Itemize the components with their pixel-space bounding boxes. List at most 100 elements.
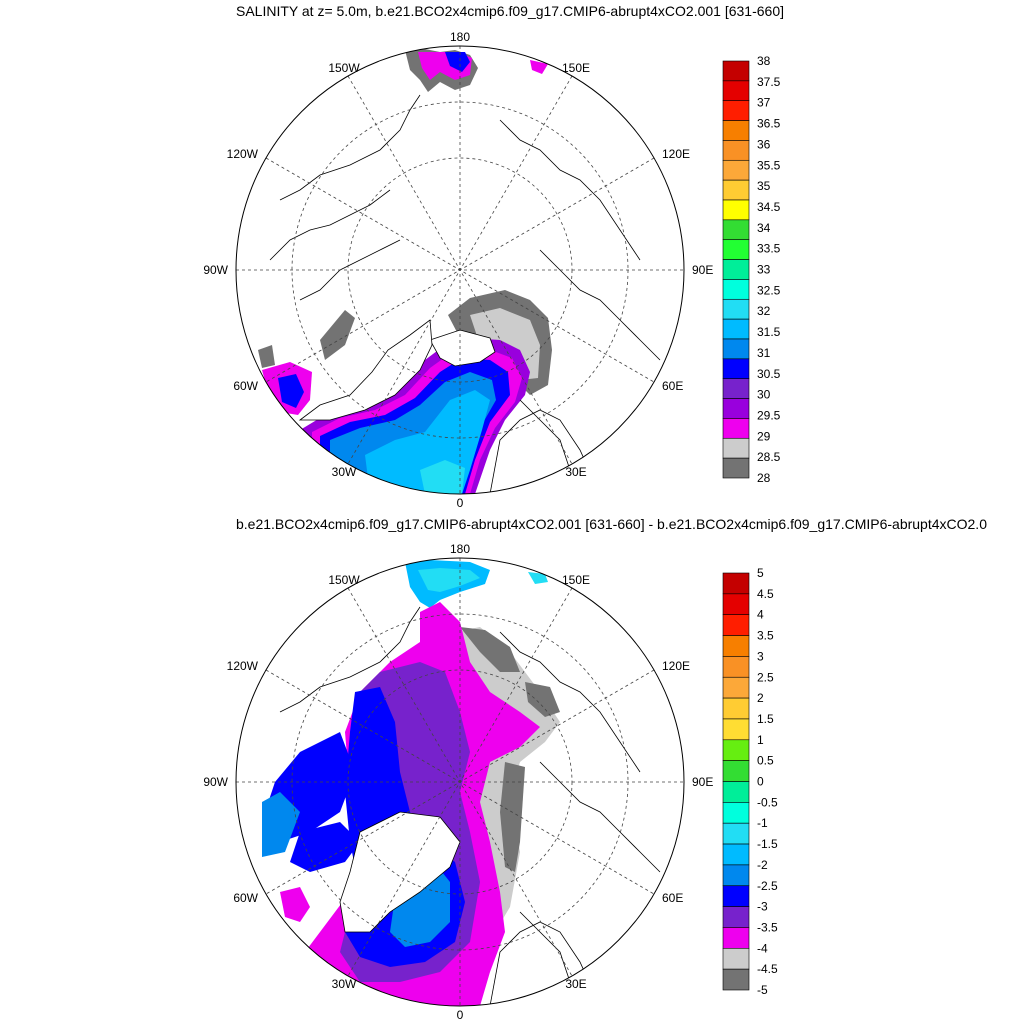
salinity-diff-map-bottom: 180 150E 120E 90E 60E 30E 0 30W 60W 90W …: [203, 542, 778, 1022]
colorbar-label: 37.5: [757, 75, 781, 89]
lon-label: 180: [450, 542, 470, 556]
colorbar-label: 31.5: [757, 325, 781, 339]
colorbar-label: 1.5: [757, 712, 774, 726]
map-fields-bottom: [262, 560, 601, 1006]
colorbar-swatch: [722, 822, 750, 845]
colorbar-label: 36: [757, 137, 771, 151]
colorbar-swatch: [722, 802, 750, 824]
lon-labels-top: 180 150E 120E 90E 60E 30E 0 30W 60W 90W …: [203, 30, 713, 510]
colorbar-swatch: [722, 199, 750, 221]
lon-label: 120E: [662, 659, 690, 673]
colorbar-swatch: [722, 843, 750, 866]
colorbar-label: 4.5: [757, 587, 774, 601]
colorbar-label: 3: [757, 649, 764, 663]
colorbar-label: 28.5: [757, 450, 781, 464]
colorbar-label: 32: [757, 304, 771, 318]
colorbar-swatch: [722, 60, 750, 82]
salinity-map-top: 180 150E 120E 90E 60E 30E 0 30W 60W 90W …: [203, 30, 781, 510]
lon-label: 30E: [565, 465, 586, 479]
colorbar-swatch: [722, 418, 750, 439]
colorbar-label: -1: [757, 816, 768, 830]
colorbar-label: 37: [757, 96, 771, 110]
colorbar-swatch: [722, 718, 750, 741]
colorbar-swatch: [722, 864, 750, 887]
colorbar-swatch: [722, 614, 750, 636]
colorbar-label: -3.5: [757, 920, 778, 934]
colorbar-swatch: [722, 635, 750, 657]
panel-title-top: SALINITY at z= 5.0m, b.e21.BCO2x4cmip6.f…: [236, 3, 784, 19]
colorbar-swatch: [722, 760, 750, 782]
colorbar-label: 5: [757, 566, 764, 580]
colorbar-label: 35.5: [757, 158, 781, 172]
lon-label: 90E: [692, 263, 713, 277]
colorbar-swatch: [722, 179, 750, 201]
colorbar-swatch: [722, 927, 750, 949]
colorbar-swatch: [722, 358, 750, 380]
lon-label: 180: [450, 30, 470, 44]
colorbar-label: 28: [757, 471, 771, 485]
colorbar-swatch: [722, 378, 750, 399]
colorbar-bottom: 5 4.5 4 3.5 3 2.5 2 1.5 1 0.5 0 -0.5 -1 -1.5 -2 -2.5 -3 -…: [722, 566, 778, 997]
colorbar-label: 32.5: [757, 283, 781, 297]
colorbar-label: 0.5: [757, 754, 774, 768]
lon-label: 120W: [227, 147, 259, 161]
colorbar-label: -4: [757, 941, 768, 955]
lon-label: 30W: [332, 977, 357, 991]
lon-label: 0: [457, 1008, 464, 1022]
colorbar-swatch: [722, 318, 750, 340]
colorbar-label: 36.5: [757, 117, 781, 131]
colorbar-swatch: [722, 885, 750, 907]
colorbar-top: 38 37.5 37 36.5 36 35.5 35 34.5 34 33.5 33 32.5 32 31…: [722, 54, 781, 485]
colorbar-label: 33.5: [757, 242, 781, 256]
colorbar-swatch: [722, 120, 750, 141]
colorbar-label: -4.5: [757, 962, 778, 976]
map-boundary-top: [235, 45, 685, 495]
colorbar-label: 29: [757, 429, 771, 443]
lon-label: 120E: [662, 147, 690, 161]
colorbar-label: 3.5: [757, 629, 774, 643]
colorbar-swatch: [722, 572, 750, 595]
lon-label: 30E: [565, 977, 586, 991]
colorbar-label: -1.5: [757, 837, 778, 851]
lon-label: 120W: [227, 659, 259, 673]
colorbar-label: 1: [757, 733, 764, 747]
lon-label: 90W: [203, 263, 228, 277]
lon-label: 150E: [562, 61, 590, 75]
map-fields-top: [258, 48, 601, 494]
colorbar-swatch: [722, 437, 750, 459]
colorbar-label: -3: [757, 900, 768, 914]
graticule-top: [236, 46, 684, 494]
colorbar-swatch: [722, 781, 750, 803]
lon-label: 150W: [328, 61, 360, 75]
colorbar-label: 31: [757, 346, 771, 360]
colorbar-swatch: [722, 298, 750, 320]
colorbar-label: 33: [757, 263, 771, 277]
colorbar-swatch: [722, 739, 750, 761]
colorbar-swatch: [722, 697, 750, 720]
colorbar-swatch: [722, 279, 750, 300]
lon-label: 90W: [203, 775, 228, 789]
map-boundary-bottom: [235, 557, 685, 1007]
colorbar-label: 0: [757, 775, 764, 789]
colorbar-label: 2: [757, 691, 764, 705]
colorbar-swatch: [722, 947, 750, 970]
coastlines-bottom: [279, 606, 661, 983]
colorbar-swatch: [722, 398, 750, 419]
colorbar-swatch: [722, 100, 750, 121]
colorbar-swatch: [722, 219, 750, 241]
colorbar-label: 30.5: [757, 367, 781, 381]
colorbar-swatch: [722, 80, 750, 102]
colorbar-swatch: [722, 338, 750, 360]
colorbar-label: -5: [757, 983, 768, 997]
colorbar-swatch: [722, 593, 750, 615]
colorbar-swatch: [722, 656, 750, 678]
lon-label: 60W: [233, 891, 258, 905]
lon-label: 60E: [662, 379, 683, 393]
colorbar-label: 35: [757, 179, 771, 193]
colorbar-swatch: [722, 676, 750, 699]
colorbar-label: 34.5: [757, 200, 781, 214]
lon-label: 0: [457, 496, 464, 510]
colorbar-swatch: [722, 968, 750, 991]
graticule-bottom: [236, 558, 684, 1006]
colorbar-swatch: [722, 457, 750, 479]
